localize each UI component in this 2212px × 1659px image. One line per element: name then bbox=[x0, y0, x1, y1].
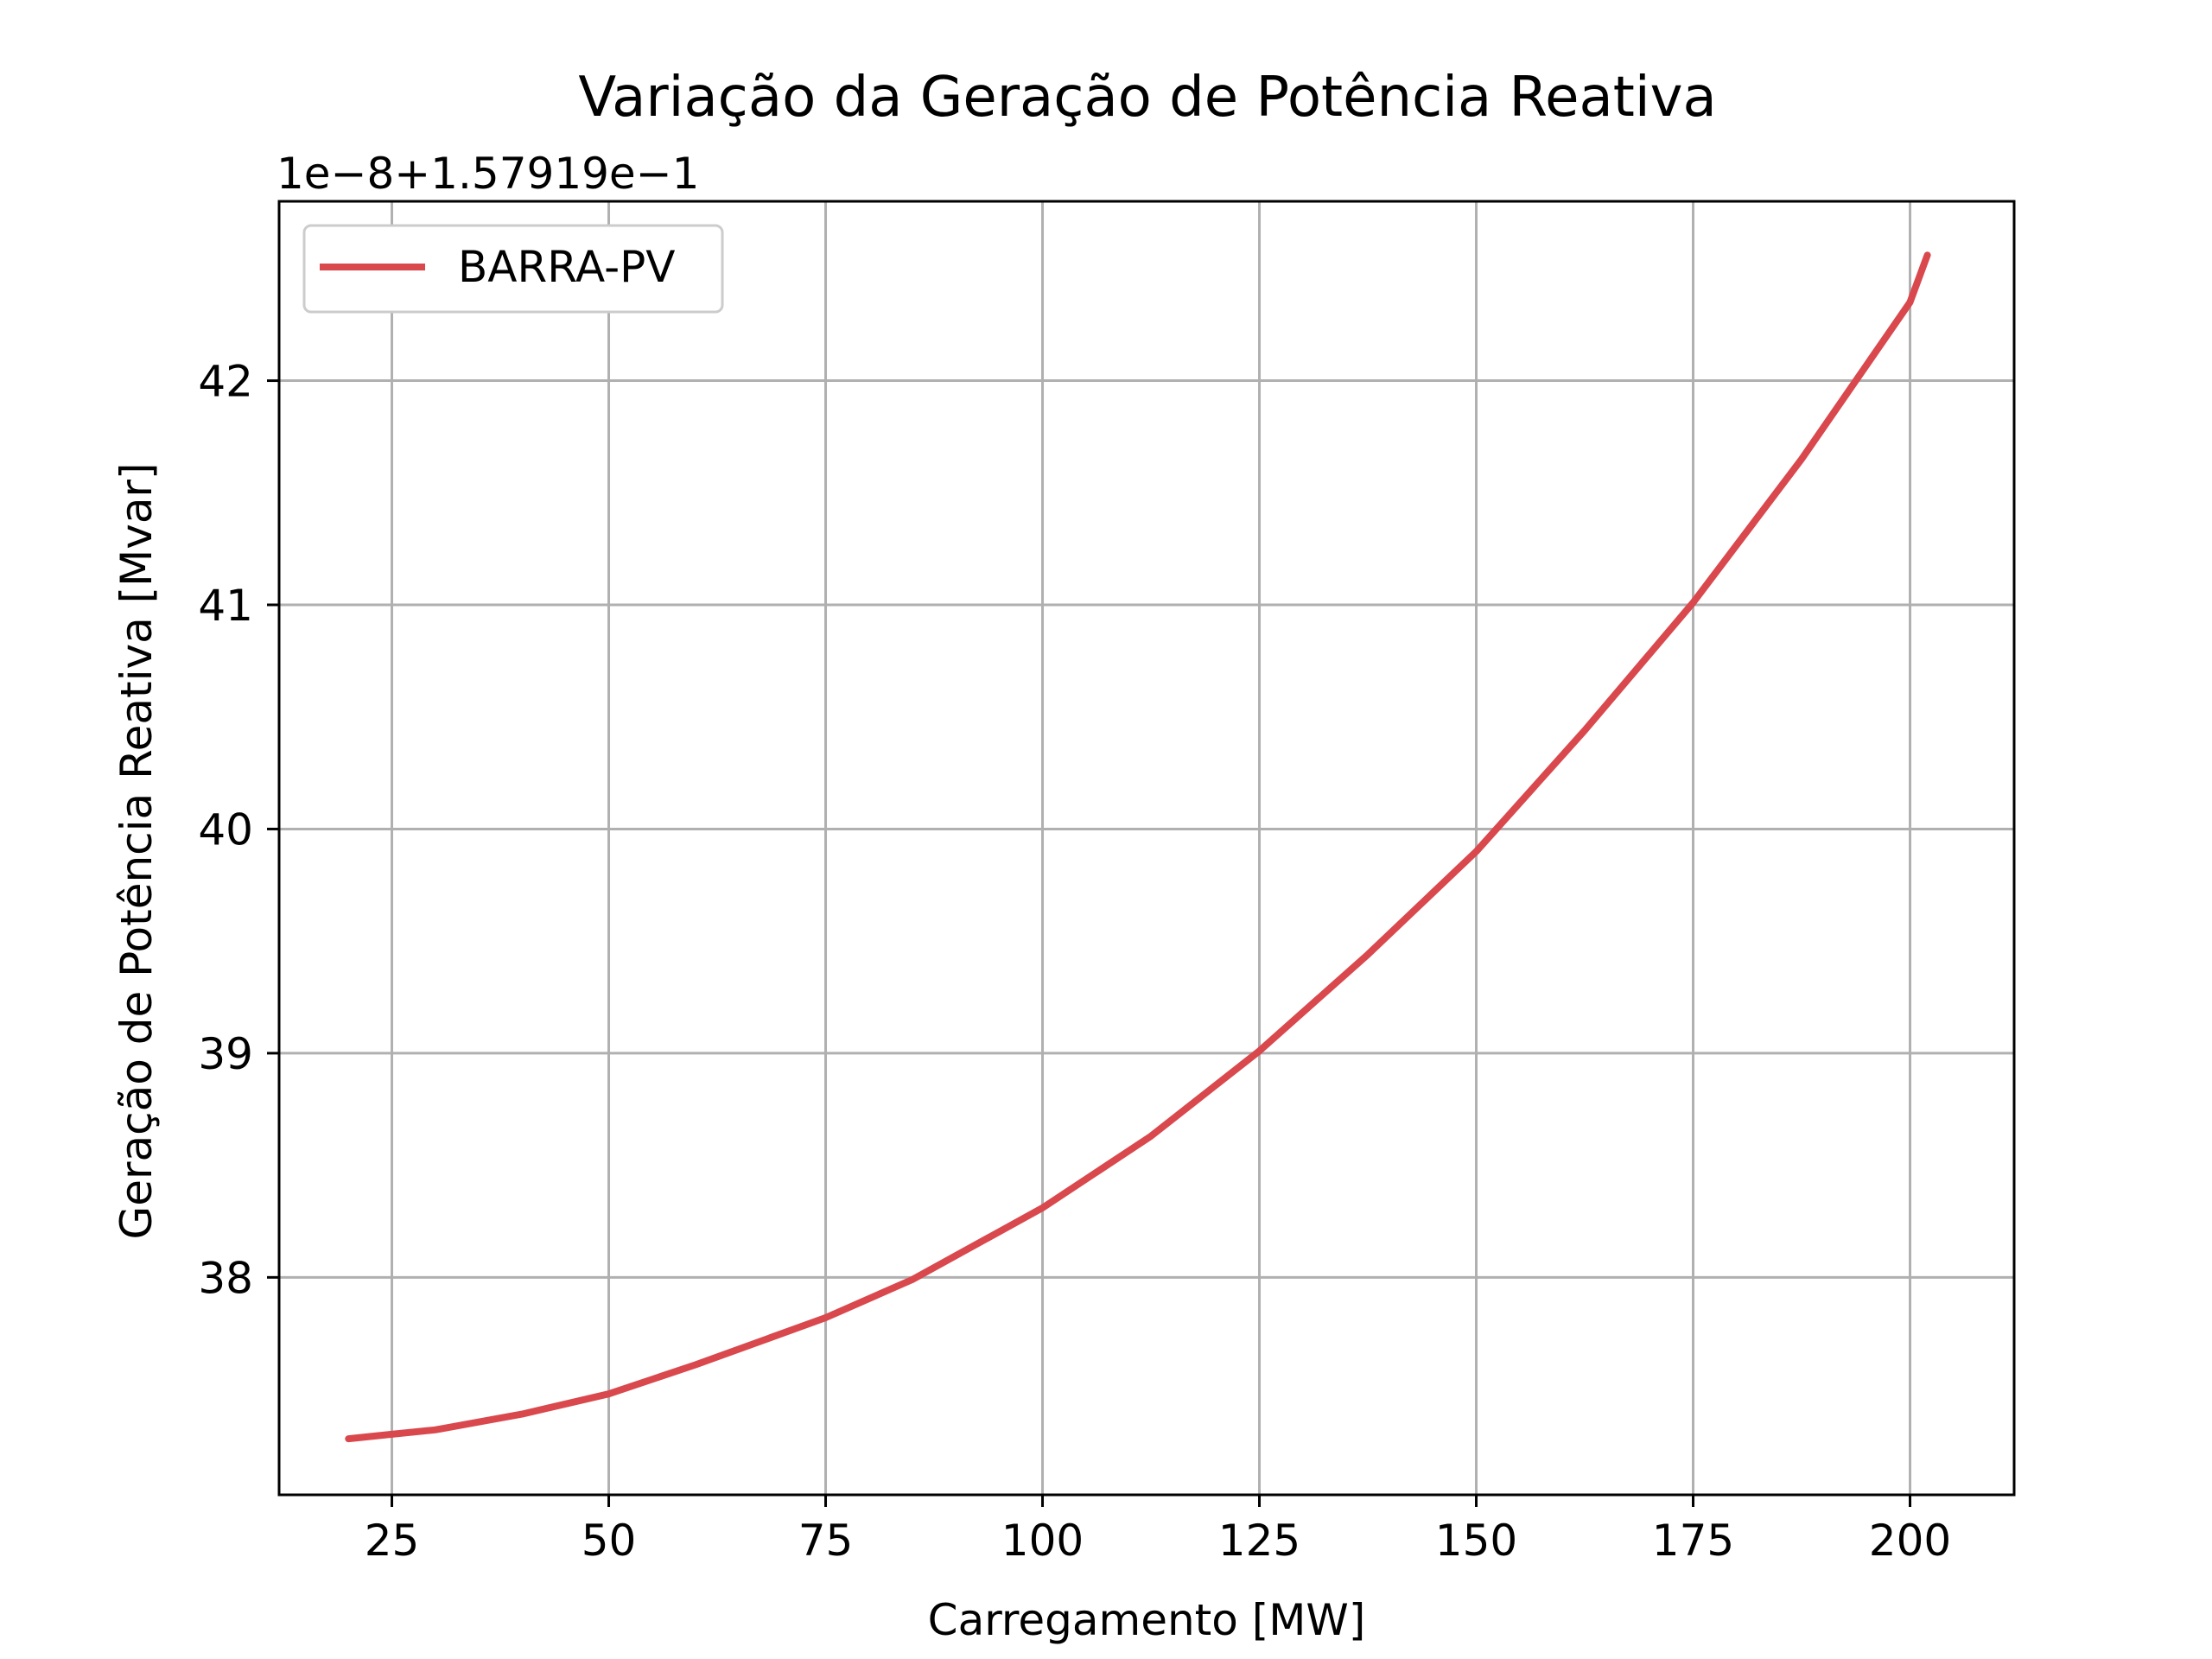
x-tick-label: 75 bbox=[798, 1516, 854, 1566]
series-point bbox=[1693, 602, 1694, 603]
y-tick-label: 39 bbox=[198, 1029, 253, 1079]
series-point bbox=[825, 1318, 826, 1319]
y-tick-label: 41 bbox=[198, 581, 253, 631]
x-tick-label: 175 bbox=[1652, 1516, 1734, 1566]
x-tick-label: 50 bbox=[582, 1516, 637, 1566]
y-tick-label: 40 bbox=[198, 804, 253, 855]
y-tick-label: 38 bbox=[198, 1253, 253, 1303]
series-layer bbox=[345, 251, 1931, 1443]
x-tick-label: 150 bbox=[1435, 1516, 1517, 1566]
y-tick-label: 42 bbox=[198, 357, 253, 407]
legend-box bbox=[302, 224, 724, 314]
series-point bbox=[1151, 1135, 1152, 1136]
chart-title: Variação da Geração de Potência Reativa bbox=[578, 66, 1716, 130]
x-tick-label: 200 bbox=[1869, 1516, 1951, 1566]
x-axis-label: Carregamento [MW] bbox=[928, 1595, 1366, 1645]
x-tick-label: 125 bbox=[1218, 1516, 1300, 1566]
series-point bbox=[1927, 255, 1928, 256]
series-point bbox=[391, 1433, 392, 1434]
plot-area-frame bbox=[277, 200, 2016, 1497]
y-axis-ticks: 38 39 40 41 42 bbox=[198, 357, 279, 1303]
series-point bbox=[1259, 1051, 1260, 1052]
series-point bbox=[348, 1439, 349, 1440]
series-line-barra-pv bbox=[345, 251, 1931, 1443]
y-axis-label: Geração de Potência Reativa [Mvar] bbox=[111, 462, 162, 1239]
x-axis-ticks: 25 50 75 100 125 150 175 200 bbox=[365, 1495, 1951, 1566]
series-point bbox=[1042, 1207, 1043, 1208]
grid-lines bbox=[279, 201, 2014, 1495]
legend-label-barra-pv: BARRA-PV bbox=[458, 242, 675, 292]
legend: BARRA-PV bbox=[302, 224, 724, 314]
y-axis-offset-label: 1e−8+1.57919e−1 bbox=[276, 149, 699, 199]
x-tick-label: 25 bbox=[365, 1516, 420, 1566]
series-point bbox=[1476, 851, 1477, 852]
series-point bbox=[608, 1394, 609, 1395]
series-point bbox=[1368, 954, 1369, 955]
series-point bbox=[1585, 730, 1586, 731]
series-point bbox=[695, 1364, 696, 1365]
x-tick-label: 100 bbox=[1001, 1516, 1084, 1566]
